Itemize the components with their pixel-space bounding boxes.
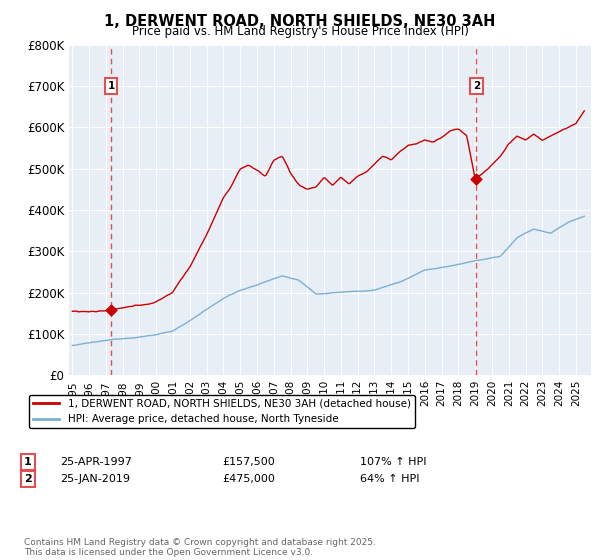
Text: 2: 2 — [24, 474, 32, 484]
Text: Price paid vs. HM Land Registry's House Price Index (HPI): Price paid vs. HM Land Registry's House … — [131, 25, 469, 38]
Text: 1: 1 — [107, 81, 115, 91]
Point — [472, 175, 481, 184]
Text: £157,500: £157,500 — [222, 457, 275, 467]
Text: 2: 2 — [473, 81, 480, 91]
Text: 64% ↑ HPI: 64% ↑ HPI — [360, 474, 419, 484]
Text: £475,000: £475,000 — [222, 474, 275, 484]
Text: 1: 1 — [24, 457, 32, 467]
Legend: 1, DERWENT ROAD, NORTH SHIELDS, NE30 3AH (detached house), HPI: Average price, d: 1, DERWENT ROAD, NORTH SHIELDS, NE30 3AH… — [29, 395, 415, 428]
Text: 25-JAN-2019: 25-JAN-2019 — [60, 474, 130, 484]
Text: Contains HM Land Registry data © Crown copyright and database right 2025.
This d: Contains HM Land Registry data © Crown c… — [24, 538, 376, 557]
Text: 25-APR-1997: 25-APR-1997 — [60, 457, 132, 467]
Point — [106, 306, 116, 315]
Text: 107% ↑ HPI: 107% ↑ HPI — [360, 457, 427, 467]
Text: 1, DERWENT ROAD, NORTH SHIELDS, NE30 3AH: 1, DERWENT ROAD, NORTH SHIELDS, NE30 3AH — [104, 14, 496, 29]
